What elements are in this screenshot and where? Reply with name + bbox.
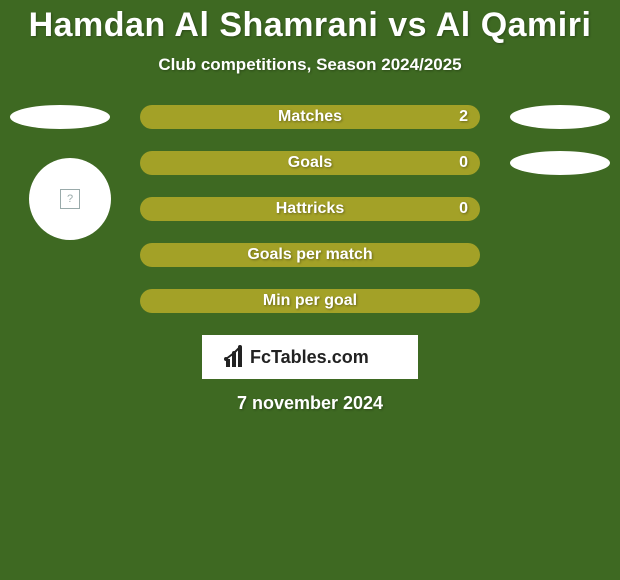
right-value-pill [510,151,610,175]
stat-bar: Goals per match [140,243,480,267]
stat-label: Min per goal [263,292,357,310]
logo-box: FcTables.com [202,335,418,379]
stat-label: Matches [278,108,342,126]
comparison-card: Hamdan Al Shamrani vs Al Qamiri Club com… [0,0,620,580]
stat-bar: Min per goal [140,289,480,313]
fctables-logo-icon: FcTables.com [220,343,400,371]
left-value-pill [10,105,110,129]
subtitle: Club competitions, Season 2024/2025 [0,55,620,75]
stat-row: Min per goal [0,289,620,313]
stat-label: Hattricks [276,200,344,218]
stat-bar: Goals 0 [140,151,480,175]
date-text: 7 november 2024 [0,393,620,414]
stat-label: Goals per match [247,246,372,264]
stat-value: 2 [459,108,468,126]
stat-value: 0 [459,200,468,218]
player-avatar: ? [29,158,111,240]
stat-bar: Hattricks 0 [140,197,480,221]
stat-value: 0 [459,154,468,172]
stats-list: ? Matches 2 Goals 0 Hattricks 0 Goals per matc… [0,105,620,313]
page-title: Hamdan Al Shamrani vs Al Qamiri [0,6,620,45]
avatar-placeholder-icon: ? [60,189,80,209]
svg-text:FcTables.com: FcTables.com [250,347,369,367]
stat-label: Goals [288,154,332,172]
stat-row: Goals per match [0,243,620,267]
stat-bar: Matches 2 [140,105,480,129]
right-value-pill [510,105,610,129]
stat-row: Matches 2 [0,105,620,129]
